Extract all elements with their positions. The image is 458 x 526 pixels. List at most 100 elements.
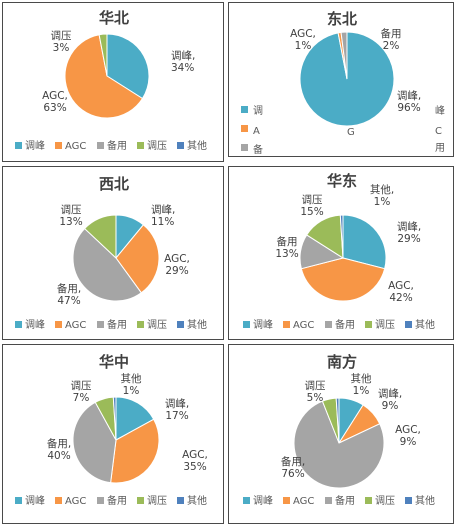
legend-swatch-qita xyxy=(405,497,412,504)
data-label-tiaofeng: 调峰, 34% xyxy=(171,50,195,74)
data-label-agc: AGC, 9% xyxy=(395,424,421,448)
legend-label-qita: 其他 xyxy=(187,139,207,152)
legend-label-tiaoya: 调压 xyxy=(375,319,395,331)
data-label-agc: AGC, 35% xyxy=(182,449,208,473)
chart-panel-huabei: 华北 调峰, 34% AGC, 63% 调压 3% 调峰 AGC 备用 调压 其他 xyxy=(2,2,224,162)
legend-fragment: 用 xyxy=(435,143,445,154)
legend-swatch-beiyong xyxy=(97,497,104,504)
legend-label-tiaofeng: 调峰 xyxy=(253,319,273,331)
pie-slice-tiaofeng xyxy=(115,396,155,441)
legend-swatch-tiaofeng xyxy=(241,106,248,113)
legend-swatch-agc xyxy=(241,125,248,132)
legend-swatch-tiaoya xyxy=(137,142,144,149)
legend-label-tiaofeng: 调峰 xyxy=(25,495,45,507)
pie-slice-qita xyxy=(335,397,340,444)
data-label-tiaofeng: 调峰, 17% xyxy=(165,398,189,422)
chart-legend: 调峰 AGC 备用 调压 其他 xyxy=(15,494,207,507)
legend-swatch-tiaoya xyxy=(137,321,144,328)
data-label-beiyong: 备用 2% xyxy=(381,27,402,52)
chart-title: 华东 xyxy=(327,172,357,190)
pie-slice-agc xyxy=(300,257,386,302)
legend-label-tiaofeng: 调峰 xyxy=(253,495,273,507)
data-label-tiaofeng: 调峰, 11% xyxy=(151,204,175,228)
legend-fragment: 峰 xyxy=(435,105,445,117)
legend-label-beiyong: 备用 xyxy=(107,318,127,331)
legend-label-beiyong: 备用 xyxy=(107,494,127,507)
pie-slice-tiaofeng xyxy=(342,214,387,270)
chart-title: 西北 xyxy=(99,175,129,193)
data-label-agc: AGC, 29% xyxy=(164,253,190,277)
pie-slice-agc xyxy=(64,34,144,119)
legend-label-qita: 其他 xyxy=(187,318,207,331)
legend-swatch-qita xyxy=(177,142,184,149)
data-label-tiaofeng: 调峰, 9% xyxy=(378,388,402,412)
legend-swatch-beiyong xyxy=(97,142,104,149)
data-label-beiyong: 备用, 40% xyxy=(47,437,71,462)
legend-label-beiyong: 备用 xyxy=(335,318,355,331)
chart-panel-dongbei: 东北调峰, 96% AGC, 1% 备用 2% 调 峰 A G C 备 用 xyxy=(228,2,454,157)
data-label-agc: AGC, 63% xyxy=(42,90,68,114)
chart-panel-xibei: 西北 调峰, 11% AGC, 29% 备用, 47% 调压 13% 调峰 AGC 备用 调压 其他 xyxy=(2,166,224,340)
data-label-qita: 其他 1% xyxy=(121,372,142,397)
legend-swatch-tiaofeng xyxy=(243,321,250,328)
legend-fragment: A xyxy=(253,126,260,137)
data-label-agc: AGC, 42% xyxy=(388,280,414,304)
legend-fragment: G xyxy=(347,127,355,138)
chart-panel-huadong: 华东 调峰, 29% AGC, 42% 备用 13% 调压 15% 其他, 1% 调峰 AGC 备用 调压 其… xyxy=(228,166,454,340)
legend-label-tiaoya: 调压 xyxy=(375,495,395,507)
pie-slice-qita xyxy=(339,214,344,259)
chart-legend: 调峰 AGC 备用 调压 其他 xyxy=(243,494,435,507)
legend-swatch-beiyong xyxy=(97,321,104,328)
data-label-agc: AGC, 1% xyxy=(290,28,316,52)
data-label-beiyong: 备用 13% xyxy=(275,235,298,260)
legend-label-tiaofeng: 调峰 xyxy=(25,140,45,152)
pie-slice-beiyong xyxy=(72,401,117,484)
chart-legend: 调峰 AGC 备用 调压 其他 xyxy=(15,318,207,331)
legend-swatch-qita xyxy=(177,321,184,328)
chart-title: 南方 xyxy=(327,353,357,371)
data-label-tiaoya: 调压 15% xyxy=(300,194,323,218)
legend-label-agc: AGC xyxy=(293,496,314,507)
legend-swatch-tiaofeng xyxy=(15,497,22,504)
legend-swatch-tiaoya xyxy=(365,321,372,328)
pie-slice-qita xyxy=(112,396,117,441)
chart-panel-huazhong: 华中 调峰, 17% AGC, 35% 备用, 40% 调压 7% 其他 1% 调峰 AGC 备用 调压 其他 xyxy=(2,344,224,524)
data-label-tiaoya: 调压 5% xyxy=(305,380,326,404)
chart-title: 东北 xyxy=(327,10,357,28)
legend-label-tiaoya: 调压 xyxy=(147,319,167,331)
legend-label-agc: AGC xyxy=(293,320,314,331)
legend-swatch-beiyong xyxy=(325,321,332,328)
pie-slice-agc xyxy=(110,418,160,484)
legend-label-qita: 其他 xyxy=(415,318,435,331)
legend-label-beiyong: 备用 xyxy=(107,139,127,152)
legend-fragment: 调 xyxy=(253,105,263,117)
legend-label-agc: AGC xyxy=(65,320,86,331)
data-label-tiaoya: 调压 13% xyxy=(59,204,82,228)
data-label-tiaoya: 调压 3% xyxy=(51,30,72,54)
legend-label-beiyong: 备用 xyxy=(335,494,355,507)
chart-title: 华北 xyxy=(99,9,129,27)
legend-swatch-agc xyxy=(283,321,290,328)
chart-panel-nanfang: 南方 调峰, 9% AGC, 9% 备用, 76% 调压 5% 其他 1% 调峰 AGC 备用 调压 其他 xyxy=(228,344,454,524)
pie-slice-beiyong xyxy=(293,400,385,489)
legend-swatch-agc xyxy=(55,497,62,504)
legend-label-tiaoya: 调压 xyxy=(147,495,167,507)
data-label-tiaoya: 调压 7% xyxy=(71,380,92,404)
legend-fragment: 备 xyxy=(253,143,263,156)
legend-swatch-agc xyxy=(55,142,62,149)
pie-slice-beiyong xyxy=(340,31,348,80)
legend-swatch-qita xyxy=(405,321,412,328)
pie-slice-tiaoya xyxy=(98,33,108,77)
chart-title: 华中 xyxy=(99,353,129,371)
data-label-tiaofeng: 调峰, 96% xyxy=(397,90,421,114)
legend-fragment: C xyxy=(435,126,442,137)
legend-swatch-agc xyxy=(55,321,62,328)
legend-label-agc: AGC xyxy=(65,496,86,507)
chart-legend: 调峰 AGC 备用 调压 其他 xyxy=(243,318,435,331)
legend-swatch-tiaoya xyxy=(137,497,144,504)
pie-slice-agc xyxy=(115,224,160,294)
